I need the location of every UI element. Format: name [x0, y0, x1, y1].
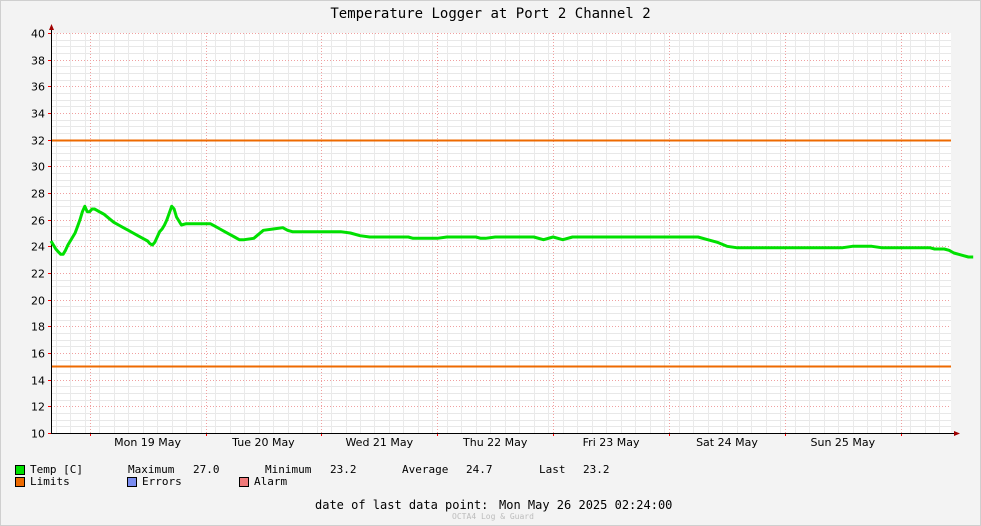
watermark-text: OCTA4 Log & Guard [452, 512, 534, 521]
x-tick-label: Fri 23 May [583, 436, 640, 449]
x-tick-label: Sat 24 May [696, 436, 758, 449]
stat-maximum-label: Maximum [128, 463, 175, 476]
y-tick-label: 32 [31, 135, 45, 148]
y-tick-label: 14 [31, 375, 45, 388]
x-tick-label: Wed 21 May [345, 436, 413, 449]
stat-last-label: Last [539, 463, 566, 476]
y-tick-label: 36 [31, 81, 45, 94]
legend-label-temp: Temp [C] [30, 463, 83, 476]
y-tick-label: 26 [31, 215, 45, 228]
y-tick-label: 22 [31, 268, 45, 281]
y-tick-label: 18 [31, 321, 45, 334]
stat-minimum-value: 23.2 [330, 463, 357, 476]
legend-label-errors: Errors [142, 475, 182, 488]
x-axis-arrow [954, 431, 960, 436]
legend-swatch-alarm [239, 477, 249, 487]
y-tick-label: 16 [31, 348, 45, 361]
y-tick-label: 12 [31, 401, 45, 414]
x-tick-label: Tue 20 May [231, 436, 295, 449]
y-tick-label: 20 [31, 295, 45, 308]
y-tick-label: 10 [31, 428, 45, 441]
y-axis-arrow [49, 24, 54, 30]
last-data-point-value: Mon May 26 2025 02:24:00 [499, 498, 673, 512]
legend-label-alarm: Alarm [254, 475, 288, 488]
temp-series-line [49, 204, 974, 259]
y-tick-label: 34 [31, 108, 45, 121]
stat-average-value: 24.7 [466, 463, 493, 476]
legend-swatch-limits [15, 477, 25, 487]
y-tick-label: 24 [31, 241, 45, 254]
chart-title: Temperature Logger at Port 2 Channel 2 [330, 6, 651, 22]
last-data-point-label: date of last data point: [315, 498, 489, 512]
stat-last-value: 23.2 [583, 463, 610, 476]
y-tick-label: 30 [31, 161, 45, 174]
y-tick-label: 40 [31, 28, 45, 41]
x-tick-label: Mon 19 May [114, 436, 181, 449]
x-tick-label: Sun 25 May [811, 436, 876, 449]
legend-swatch-temp [15, 465, 25, 475]
x-tick-label: Thu 22 May [462, 436, 528, 449]
legend-label-limits: Limits [30, 475, 70, 488]
legend-swatch-errors [127, 477, 137, 487]
stat-minimum-label: Minimum [265, 463, 312, 476]
stat-average-label: Average [402, 463, 449, 476]
y-tick-label: 38 [31, 55, 45, 68]
stat-maximum-value: 27.0 [193, 463, 220, 476]
y-tick-label: 28 [31, 188, 45, 201]
